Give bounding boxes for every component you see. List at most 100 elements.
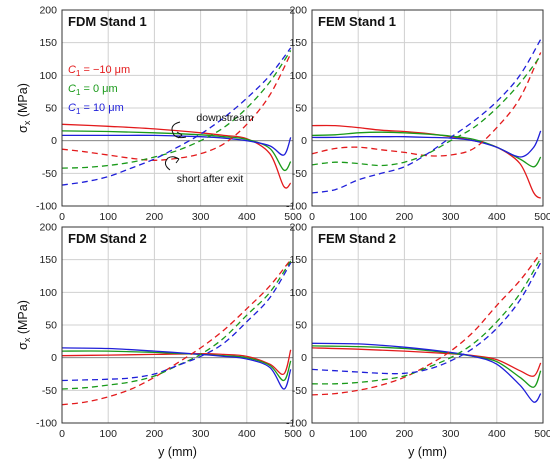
- plot-frame: [311, 9, 544, 207]
- y-tick-label: 50: [295, 103, 307, 115]
- panel-title: FEM Stand 1: [318, 14, 396, 29]
- x-tick-label: 100: [99, 428, 117, 440]
- x-tick-label: 500: [284, 428, 302, 440]
- series-line-3: [312, 342, 542, 403]
- panel-title: FEM Stand 2: [318, 231, 396, 246]
- y-tick-label: 200: [39, 5, 57, 17]
- series-line-6: [62, 47, 292, 186]
- y-axis-label: σx (MPa): [16, 83, 32, 133]
- x-tick-label: 300: [442, 428, 460, 440]
- x-tick-label: 100: [99, 211, 117, 223]
- plot-frame: [311, 226, 544, 424]
- x-tick-label: 100: [349, 428, 367, 440]
- y-tick-label: 100: [39, 70, 57, 82]
- x-tick-label: 0: [309, 211, 315, 223]
- x-tick-label: 400: [238, 428, 256, 440]
- annotation-arrowhead-lower: [173, 156, 180, 164]
- y-tick-label: 0: [301, 352, 307, 364]
- legend-entry: C1 = 10 μm: [68, 102, 124, 116]
- series-line-6: [312, 39, 542, 194]
- series-line-1: [312, 124, 542, 199]
- series-line-6: [62, 262, 292, 382]
- series-line-1: [312, 347, 542, 377]
- y-tick-label: -50: [292, 385, 307, 397]
- legend-entry: C1 = −10 μm: [68, 64, 130, 78]
- series-group: [312, 39, 542, 199]
- x-tick-label: 0: [309, 428, 315, 440]
- x-tick-label: 300: [192, 211, 210, 223]
- x-axis-label: y (mm): [158, 445, 197, 459]
- y-tick-label: -50: [42, 168, 57, 180]
- panel-2: -100 -50 0 50 100 150 200 0 100 200 300 400 500 FEM S…: [286, 5, 550, 224]
- annotation-arrowhead-upper: [176, 131, 183, 139]
- x-axis-label: y (mm): [408, 445, 447, 459]
- x-tick-label: 200: [146, 428, 164, 440]
- series-line-4: [312, 52, 542, 157]
- x-tick-label: 0: [59, 211, 65, 223]
- series-line-3: [312, 130, 542, 158]
- y-tick-label: 150: [39, 37, 57, 49]
- series-line-2: [62, 130, 292, 172]
- annotation-group: downstream short after exit: [164, 112, 254, 185]
- series-group: [62, 47, 292, 189]
- x-tick-label: 300: [442, 211, 460, 223]
- panel-1: -100 -50 0 50 100 150 200 0 100 200 300 400 500 FDM S…: [16, 5, 302, 224]
- series-line-3: [62, 347, 292, 390]
- series-group: [62, 259, 292, 406]
- series-line-6: [312, 262, 542, 375]
- y-tick-label: 50: [45, 103, 57, 115]
- y-tick-label: -100: [36, 418, 57, 430]
- y-tick-label: 50: [45, 320, 57, 332]
- x-tick-label: 400: [238, 211, 256, 223]
- y-axis-label: σx (MPa): [16, 300, 32, 350]
- y-tick-label: 0: [51, 352, 57, 364]
- x-tick-label: 300: [192, 428, 210, 440]
- x-tick-label: 500: [534, 211, 550, 223]
- series-line-3: [62, 134, 292, 156]
- y-tick-label: 50: [295, 320, 307, 332]
- y-tick-label: 100: [289, 70, 307, 82]
- x-tick-label: 200: [146, 211, 164, 223]
- y-tick-label: 150: [39, 254, 57, 266]
- annotation-arrow-upper: [171, 121, 187, 139]
- y-tick-label: 150: [289, 37, 307, 49]
- annotation-downstream: downstream: [196, 112, 253, 124]
- series-group: [312, 252, 542, 403]
- y-tick-label: -50: [42, 385, 57, 397]
- y-tick-label: 150: [289, 254, 307, 266]
- series-line-4: [62, 53, 292, 161]
- y-tick-label: 200: [289, 5, 307, 17]
- y-tick-label: 200: [289, 222, 307, 234]
- x-tick-label: 400: [488, 211, 506, 223]
- x-tick-label: 200: [396, 211, 414, 223]
- y-tick-label: -100: [286, 201, 307, 213]
- y-tick-label: -100: [36, 201, 57, 213]
- y-tick-label: -50: [292, 168, 307, 180]
- series-line-2: [62, 350, 292, 382]
- y-tick-label: 100: [289, 287, 307, 299]
- series-line-5: [312, 55, 542, 167]
- x-tick-label: 100: [349, 211, 367, 223]
- panel-3: -100 -50 0 50 100 150 200 0 100 200 300 400 500 FDM S…: [16, 222, 302, 460]
- series-line-2: [312, 131, 542, 168]
- series-line-5: [62, 260, 292, 390]
- panel-title: FDM Stand 1: [68, 14, 147, 29]
- annotation-short-after-exit: short after exit: [177, 173, 244, 185]
- y-tick-label: 0: [301, 135, 307, 147]
- panel-title: FDM Stand 2: [68, 231, 147, 246]
- x-tick-label: 500: [534, 428, 550, 440]
- series-line-1: [62, 123, 292, 189]
- y-tick-label: 100: [39, 287, 57, 299]
- series-line-5: [312, 258, 542, 385]
- series-line-4: [62, 259, 292, 406]
- y-tick-label: -100: [286, 418, 307, 430]
- x-tick-label: 500: [284, 211, 302, 223]
- x-tick-label: 200: [396, 428, 414, 440]
- legend-entry: C1 = 0 μm: [68, 83, 118, 97]
- y-tick-label: 0: [51, 135, 57, 147]
- plot-frame: [61, 226, 294, 424]
- y-tick-label: 200: [39, 222, 57, 234]
- series-line-1: [62, 349, 292, 376]
- series-line-4: [312, 252, 542, 396]
